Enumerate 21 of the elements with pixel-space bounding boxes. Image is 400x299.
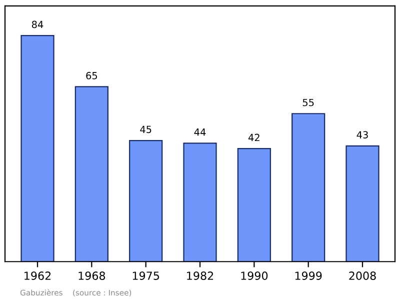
- data-label: 42: [248, 134, 260, 142]
- data-label: 55: [302, 98, 314, 106]
- x-tick-label: 1990: [241, 272, 268, 280]
- data-label: 65: [86, 72, 98, 80]
- data-label: 43: [356, 131, 368, 138]
- bar: [292, 113, 326, 262]
- data-label: 44: [194, 128, 206, 136]
- data-label: 45: [140, 126, 152, 134]
- x-tick-label: 1968: [78, 272, 106, 280]
- bar: [20, 35, 54, 262]
- bar: [74, 86, 108, 262]
- data-label: 84: [32, 20, 44, 28]
- x-tick-label: 1982: [187, 272, 214, 280]
- x-tick-label: 1975: [132, 272, 159, 280]
- bar: [346, 145, 380, 262]
- bar: [183, 142, 217, 262]
- x-tick-label: 2008: [349, 272, 376, 280]
- bar: [129, 140, 163, 262]
- bar: [237, 148, 271, 262]
- x-tick-label: 1962: [24, 272, 51, 280]
- x-tick-label: 1999: [295, 272, 322, 280]
